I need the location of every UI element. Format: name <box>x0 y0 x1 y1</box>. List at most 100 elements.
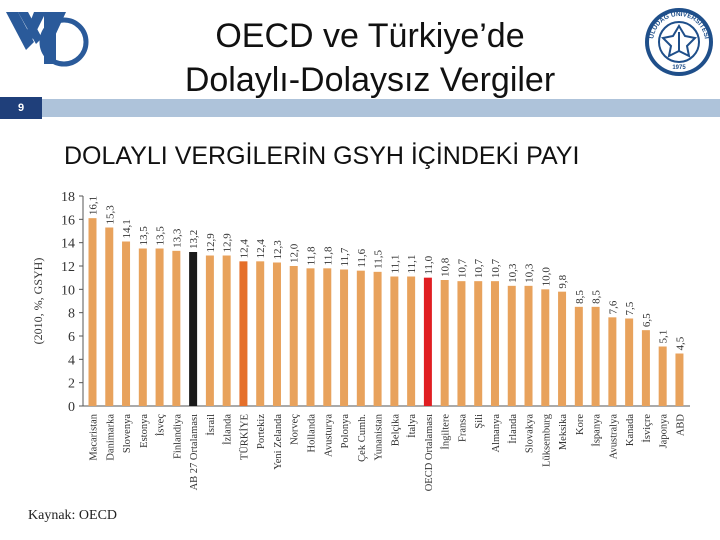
bar <box>608 317 617 406</box>
y-tick-label: 16 <box>61 213 75 228</box>
category-label: Hollanda <box>307 414 318 453</box>
y-tick-label: 4 <box>68 353 75 368</box>
y-tick-label: 12 <box>61 260 75 275</box>
y-tick-label: 18 <box>61 190 75 205</box>
value-label: 4,5 <box>674 336 686 350</box>
value-label: 6,5 <box>641 313 653 327</box>
university-logo-left <box>4 4 90 78</box>
bar <box>289 266 298 406</box>
bar <box>675 353 684 406</box>
y-tick-label: 8 <box>68 307 75 322</box>
category-label: Meksika <box>558 414 569 451</box>
category-label: Belçika <box>390 414 401 446</box>
bar <box>591 306 600 406</box>
value-label: 14,1 <box>121 219 133 238</box>
chart-heading: DOLAYLI VERGİLERİN GSYH İÇİNDEKİ PAYI <box>64 142 580 170</box>
bar <box>558 291 567 406</box>
category-label: İsrail <box>205 414 217 436</box>
value-label: 7,6 <box>607 300 619 314</box>
category-label: İzlanda <box>222 414 234 445</box>
value-label: 7,5 <box>624 301 636 315</box>
bar <box>658 346 667 406</box>
category-label: İsviçre <box>641 414 653 443</box>
value-label: 13,3 <box>171 228 183 248</box>
value-label: 10,0 <box>540 267 552 287</box>
value-label: 10,7 <box>456 258 468 278</box>
value-label: 11,1 <box>389 255 401 274</box>
category-label: Estonya <box>139 414 150 448</box>
y-tick-label: 10 <box>61 283 75 298</box>
category-label: AB 27 Ortalaması <box>189 414 200 490</box>
category-label: İrlanda <box>507 414 519 444</box>
y-tick-label: 6 <box>68 330 75 345</box>
value-label: 15,3 <box>104 205 116 225</box>
value-label: 8,5 <box>591 290 603 304</box>
value-label: 9,8 <box>557 274 569 288</box>
category-label: Yeni Zelanda <box>273 414 284 470</box>
category-label: Avusturya <box>323 414 334 457</box>
category-label: Macaristan <box>89 413 100 460</box>
category-label: Japonya <box>659 414 670 449</box>
title-line-2: Dolaylı-Dolaysız Vergiler <box>184 61 556 99</box>
category-label: Norveç <box>290 414 301 445</box>
header-band <box>42 99 720 117</box>
bar <box>205 255 214 406</box>
value-label: 13,5 <box>155 226 167 246</box>
bar-chart: 0 2 4 6 8 10 12 14 16 18 (2010, %, GSYH) 16,1 Macari… <box>31 190 690 491</box>
category-label: ABD <box>675 414 686 437</box>
bar <box>272 262 281 406</box>
value-label: 11,1 <box>406 255 418 274</box>
category-label: Kore <box>575 414 586 435</box>
category-label: Slovenya <box>122 414 133 453</box>
bar <box>507 285 516 406</box>
value-label: 11,8 <box>322 246 334 265</box>
bar <box>323 268 332 406</box>
value-label: 10,7 <box>490 258 502 278</box>
bar <box>239 261 248 406</box>
bar <box>122 241 131 406</box>
bar <box>641 330 650 406</box>
category-label: Lüksemburg <box>541 413 552 467</box>
bar <box>524 285 533 406</box>
bar <box>474 281 483 406</box>
bar <box>222 255 231 406</box>
bar <box>625 318 634 406</box>
category-label: İspanya <box>591 414 603 447</box>
bar <box>457 281 466 406</box>
bar <box>574 306 583 406</box>
value-label: 12,3 <box>272 240 284 260</box>
um-monogram-icon <box>6 12 89 67</box>
bar <box>340 269 349 406</box>
bar <box>138 248 147 406</box>
bar <box>373 271 382 406</box>
value-label: 16,1 <box>88 196 100 215</box>
category-label: Fransa <box>457 414 468 442</box>
category-label: İtalya <box>406 414 418 438</box>
category-label: Portekiz <box>256 414 267 449</box>
bar <box>490 281 499 406</box>
bar <box>356 270 365 406</box>
source-note: Kaynak: OECD <box>28 508 118 523</box>
bar <box>172 250 181 406</box>
value-label: 12,4 <box>255 239 267 259</box>
value-label: 11,8 <box>306 246 318 265</box>
category-label: Şili <box>474 414 485 429</box>
category-label: Polonya <box>340 414 351 449</box>
slide-number-bar: 9 <box>0 97 720 119</box>
value-label: 10,3 <box>524 263 536 283</box>
bar <box>541 289 550 406</box>
value-label: 11,7 <box>339 247 351 266</box>
value-label: 5,1 <box>658 330 670 344</box>
bar <box>105 227 114 406</box>
category-label: Slovakya <box>525 414 536 453</box>
value-label: 11,6 <box>356 248 368 267</box>
value-label: 12,0 <box>289 243 301 263</box>
value-label: 12,9 <box>222 233 234 253</box>
value-label: 13,2 <box>188 230 200 249</box>
category-label: Danimarka <box>105 414 116 461</box>
category-label: Yunanistan <box>374 413 385 460</box>
value-label: 10,3 <box>507 263 519 283</box>
value-label: 12,9 <box>205 233 217 253</box>
university-seal: ULUDAĞ ÜNİVERSİTESİ 1975 <box>641 6 717 78</box>
y-tick-label: 0 <box>68 400 75 415</box>
